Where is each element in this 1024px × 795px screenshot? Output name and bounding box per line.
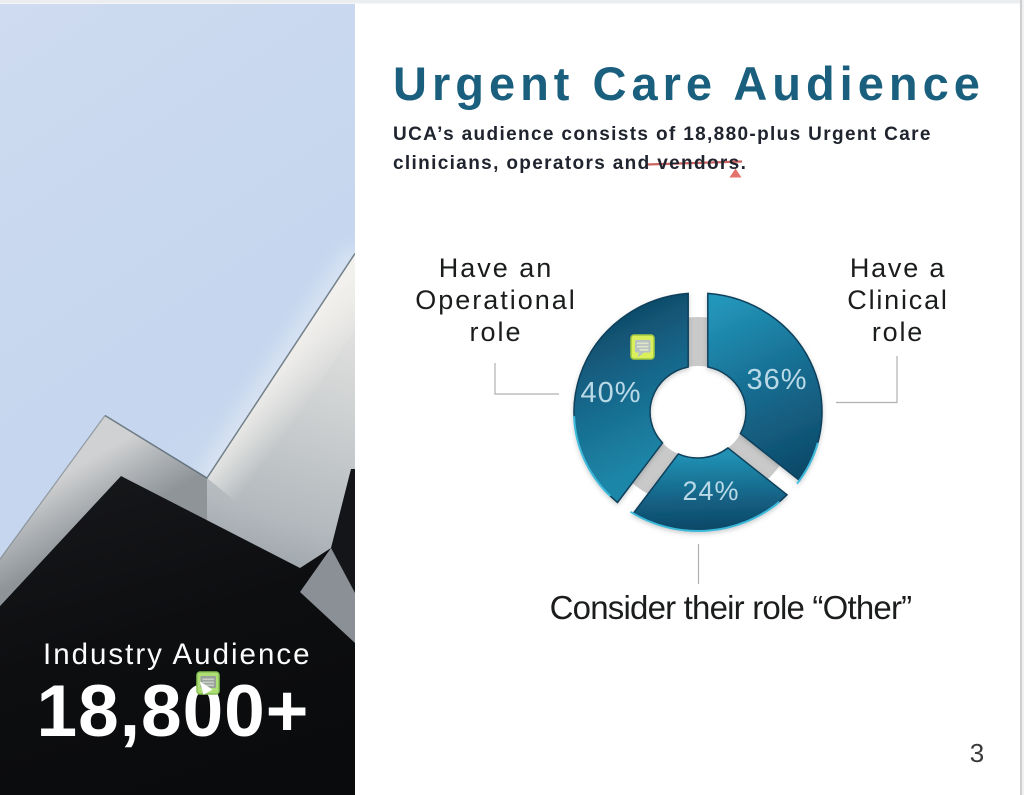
svg-text:Industry Audience: Industry Audience	[43, 638, 312, 671]
svg-text:18,800+: 18,800+	[37, 671, 310, 752]
